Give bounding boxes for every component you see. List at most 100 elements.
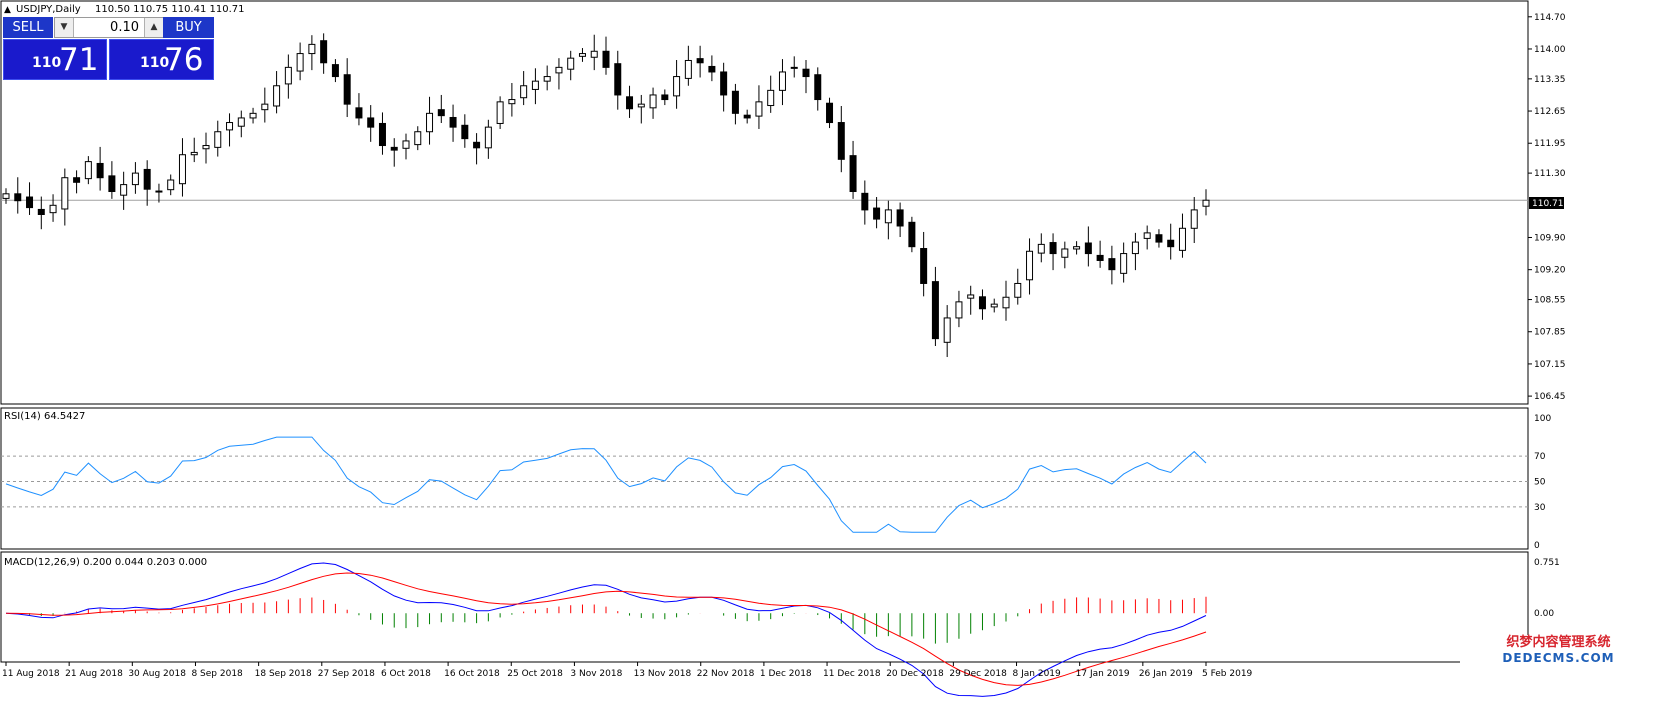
bear-candle — [320, 40, 328, 64]
lot-decrease-icon[interactable]: ▼ — [55, 18, 74, 37]
bear-candle — [343, 74, 351, 105]
bear-candle — [1167, 239, 1175, 248]
one-click-trade-panel: SELL ▼ 0.10 ▲ BUY 110 71 110 76 — [3, 17, 214, 80]
bull-candle — [484, 126, 492, 149]
current-price-badge — [1529, 197, 1564, 209]
macd-label: MACD(12,26,9) 0.200 0.044 0.203 0.000 — [4, 557, 207, 568]
bear-candle — [837, 122, 845, 160]
lot-size-field[interactable]: ▼ 0.10 ▲ — [54, 17, 164, 38]
bull-candle — [249, 112, 257, 119]
bear-candle — [108, 175, 116, 193]
bull-candle — [61, 177, 69, 210]
bull-candle — [590, 50, 598, 58]
bear-candle — [814, 74, 822, 101]
bear-candle — [978, 296, 986, 310]
price-tick-label: 111.30 — [1534, 169, 1566, 179]
bull-candle — [637, 103, 645, 108]
bear-candle — [355, 107, 363, 119]
bear-candle — [743, 114, 751, 119]
price-panel-border — [0, 0, 1529, 405]
bear-candle — [96, 162, 104, 179]
bull-candle — [84, 161, 92, 180]
date-tick-label: 8 Jan 2019 — [1013, 669, 1061, 679]
bull-candle — [543, 76, 551, 82]
bull-candle — [1131, 241, 1139, 255]
rsi-tick-label: 70 — [1534, 452, 1546, 462]
bear-candle — [1108, 258, 1116, 271]
bear-candle — [155, 190, 163, 193]
price-tick-label: 107.85 — [1534, 328, 1566, 338]
bear-candle — [73, 177, 81, 183]
date-tick-label: 11 Dec 2018 — [823, 669, 881, 679]
price-tick-label: 113.35 — [1534, 75, 1566, 85]
bull-candle — [190, 151, 198, 156]
price-axis: 114.70 114.00 113.35 112.65 111.95 111.30 109.… — [1528, 13, 1566, 402]
bear-candle — [473, 141, 481, 149]
bull-candle — [402, 140, 410, 149]
candlestick-series — [2, 33, 1210, 358]
bid-price-prefix: 110 — [32, 55, 62, 71]
bear-candle — [1084, 242, 1092, 255]
bear-candle — [1155, 234, 1163, 243]
bear-candle — [367, 117, 375, 128]
lot-increase-icon[interactable]: ▲ — [144, 18, 163, 37]
bear-candle — [920, 248, 928, 284]
bull-candle — [178, 154, 186, 185]
price-tick-label: 106.45 — [1534, 392, 1566, 402]
bull-candle — [778, 71, 786, 91]
bear-candle — [614, 63, 622, 96]
bull-candle — [508, 99, 516, 105]
macd-main-line — [5, 562, 1207, 697]
bull-candle — [684, 59, 692, 79]
bear-candle — [143, 168, 151, 190]
date-tick-label: 3 Nov 2018 — [570, 669, 622, 679]
bull-candle — [1061, 248, 1069, 258]
bear-candle — [873, 207, 881, 220]
rsi-tick-label: 50 — [1534, 478, 1546, 488]
bull-candle — [567, 57, 575, 70]
rsi-line — [5, 436, 1207, 533]
bear-candle — [626, 96, 634, 110]
date-tick-label: 1 Dec 2018 — [760, 669, 812, 679]
bull-candle — [520, 85, 528, 99]
bull-candle — [426, 112, 434, 133]
lot-size-value[interactable]: 0.10 — [110, 20, 139, 35]
buy-price-button[interactable]: 110 76 — [109, 39, 214, 80]
buy-button[interactable]: BUY — [163, 17, 214, 38]
bull-candle — [296, 53, 304, 72]
bear-candle — [26, 196, 34, 209]
date-tick-label: 26 Jan 2019 — [1139, 669, 1193, 679]
date-tick-label: 29 Dec 2018 — [949, 669, 1007, 679]
bull-candle — [120, 184, 128, 196]
bear-candle — [908, 221, 916, 248]
collapse-arrow-icon[interactable]: ▲ — [4, 5, 11, 15]
bear-candle — [449, 116, 457, 128]
bear-candle — [390, 146, 398, 151]
rsi-panel-border — [0, 407, 1529, 550]
watermark-domain: DEDECMS.COM — [1502, 651, 1615, 665]
sell-price-button[interactable]: 110 71 — [3, 39, 107, 80]
macd-tick-label: 0.00 — [1534, 609, 1554, 619]
date-tick-label: 30 Aug 2018 — [128, 669, 186, 679]
price-tick-label: 109.20 — [1534, 266, 1566, 276]
bear-candle — [720, 71, 728, 96]
price-tick-label: 112.65 — [1534, 107, 1566, 117]
bull-candle — [673, 76, 681, 97]
bull-candle — [261, 103, 269, 111]
bull-candle — [308, 43, 316, 55]
ask-price-prefix: 110 — [140, 55, 170, 71]
bear-candle — [461, 124, 469, 140]
bear-candle — [731, 90, 739, 114]
bear-candle — [896, 209, 904, 227]
date-tick-label: 20 Dec 2018 — [886, 669, 944, 679]
bid-price-pips: 71 — [59, 42, 99, 78]
bull-candle — [1026, 250, 1034, 281]
bull-candle — [49, 204, 57, 214]
bear-candle — [437, 109, 445, 117]
rsi-tick-label: 100 — [1534, 414, 1551, 424]
bull-candle — [284, 66, 292, 85]
date-tick-label: 8 Sep 2018 — [191, 669, 243, 679]
sell-button[interactable]: SELL — [3, 17, 53, 38]
bear-candle — [931, 281, 939, 340]
